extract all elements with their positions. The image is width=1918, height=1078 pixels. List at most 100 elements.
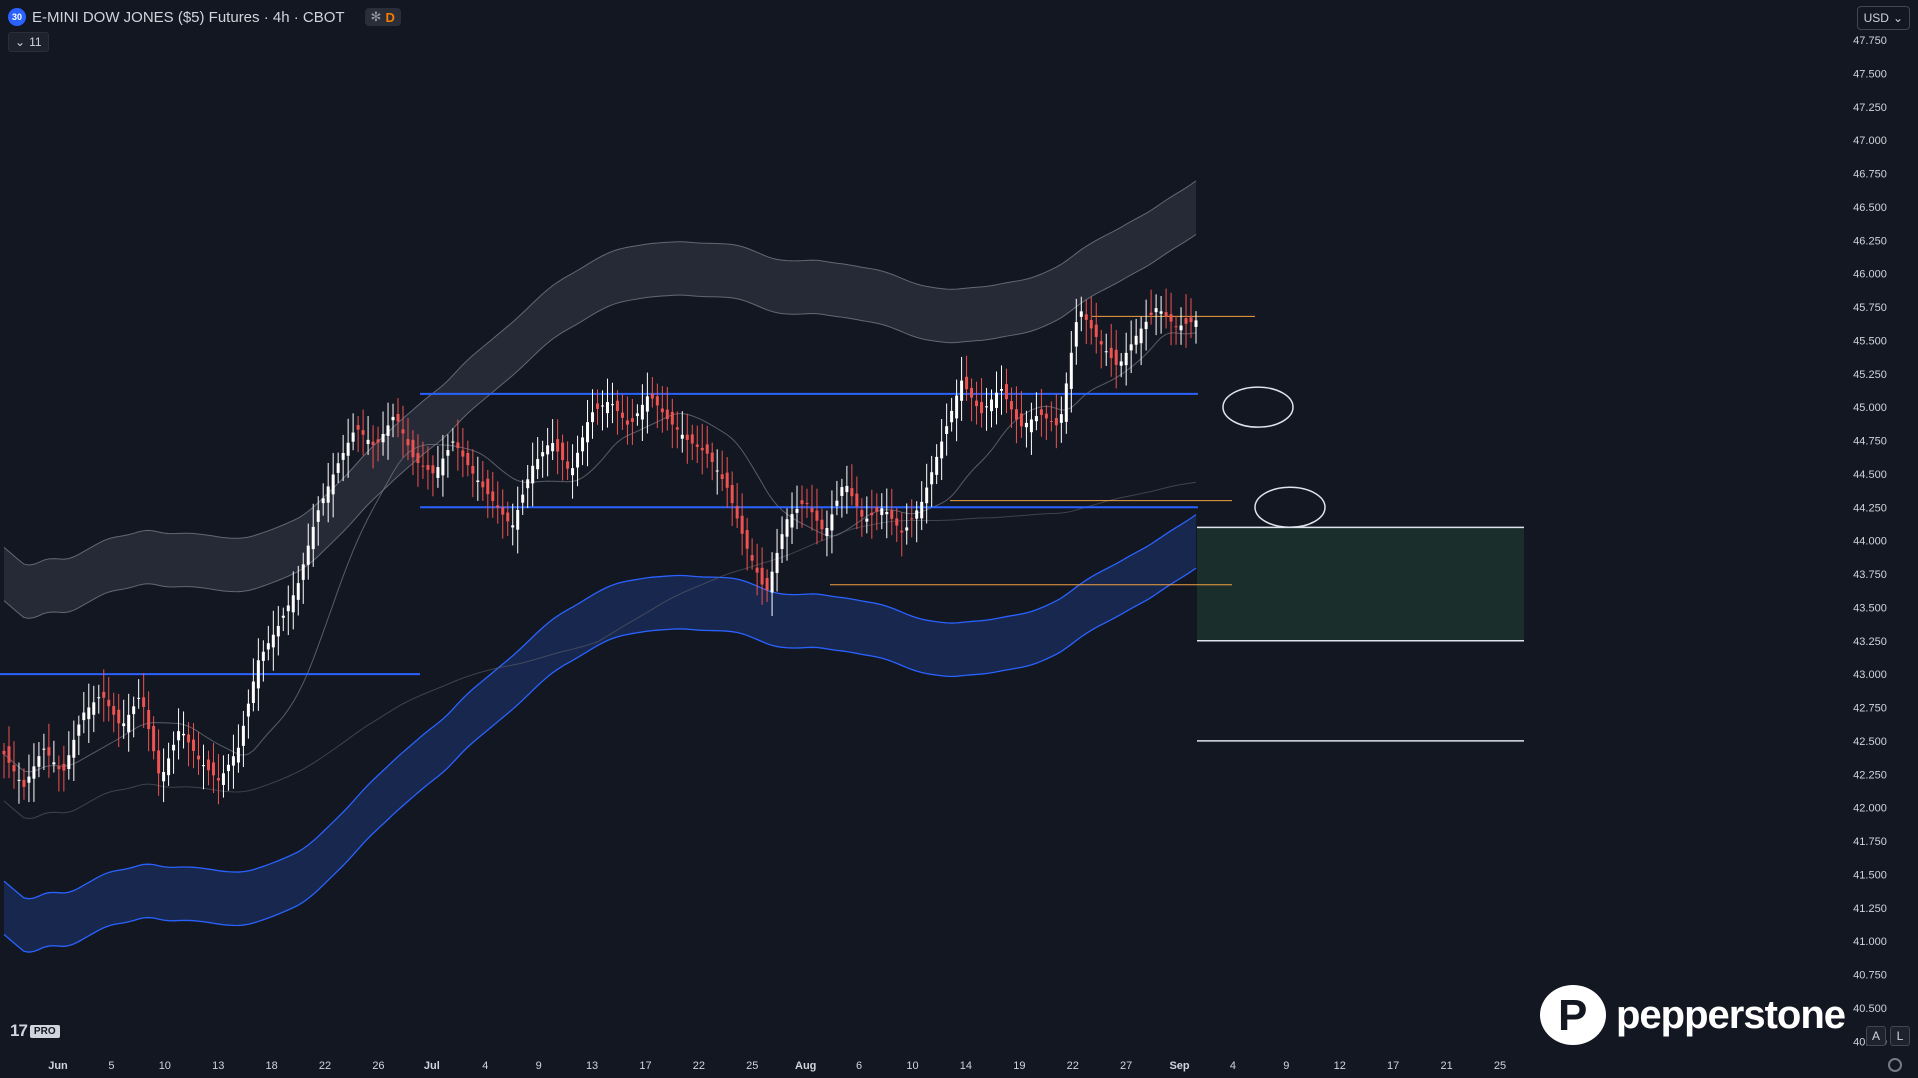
- candle-body: [236, 747, 240, 763]
- candle-body: [1134, 335, 1138, 345]
- candle-body: [356, 425, 360, 430]
- candle-body: [271, 634, 275, 648]
- candle-body: [516, 509, 520, 530]
- x-tick-label: 22: [693, 1060, 705, 1072]
- candle-body: [351, 432, 355, 442]
- market-status-pill[interactable]: ✻ D: [364, 8, 401, 26]
- candle-body: [47, 747, 51, 756]
- candle-body: [1154, 308, 1158, 313]
- candle-body: [426, 465, 430, 470]
- candle-body: [206, 759, 210, 771]
- candle-body: [955, 395, 959, 419]
- auto-scale-button[interactable]: A: [1866, 1026, 1886, 1046]
- tv-logo-mark: 17: [10, 1021, 28, 1040]
- candle-body: [82, 712, 86, 721]
- candle-body: [331, 474, 335, 495]
- x-tick-label: 4: [482, 1060, 488, 1072]
- candle-body: [940, 441, 944, 459]
- candle-body: [446, 450, 450, 456]
- candle-body: [875, 507, 879, 512]
- candle-body: [92, 702, 96, 715]
- x-tick-label: 13: [212, 1060, 224, 1072]
- candle-body: [152, 726, 156, 752]
- ma-slow-line: [3, 481, 1197, 820]
- y-tick-label: 41.500: [1853, 869, 1887, 881]
- candle-body: [1039, 409, 1043, 416]
- y-tick-label: 42.250: [1853, 769, 1887, 781]
- candle-body: [855, 493, 859, 507]
- candle-body: [341, 453, 345, 460]
- candle-body: [670, 411, 674, 425]
- y-tick-label: 43.250: [1853, 636, 1887, 648]
- symbol-title[interactable]: E-MINI DOW JONES ($5) Futures · 4h · CBO…: [32, 8, 345, 26]
- delayed-data-badge: D: [385, 9, 395, 25]
- candle-body: [346, 442, 350, 456]
- candle-body: [610, 404, 614, 406]
- candle-body: [1019, 413, 1023, 427]
- candle-body: [1174, 326, 1178, 328]
- candle-body: [915, 510, 919, 519]
- candle-body: [665, 409, 669, 420]
- candle-body: [97, 697, 101, 699]
- candle-body: [900, 530, 904, 533]
- candle-body: [765, 577, 769, 591]
- candle-body: [630, 418, 634, 422]
- candle-body: [506, 512, 510, 522]
- pepperstone-logo-icon: [1540, 985, 1606, 1045]
- y-tick-label: 44.250: [1853, 502, 1887, 514]
- candle-body: [695, 444, 699, 447]
- candle-body: [825, 527, 829, 537]
- candle-body: [301, 564, 305, 580]
- candle-body: [810, 508, 814, 513]
- candle-body: [1069, 352, 1073, 389]
- candle-body: [246, 703, 250, 717]
- candle-body: [910, 518, 914, 520]
- ma-fast-line: [3, 332, 1197, 773]
- gear-icon[interactable]: [1888, 1058, 1902, 1072]
- candle-body: [586, 422, 590, 443]
- indicators-toggle[interactable]: ⌄ 11: [8, 32, 49, 52]
- candle-body: [521, 494, 525, 503]
- x-tick-label: 25: [1494, 1060, 1506, 1072]
- candle-body: [491, 491, 495, 501]
- candle-body: [760, 567, 764, 585]
- log-scale-button[interactable]: L: [1890, 1026, 1910, 1046]
- candle-body: [840, 487, 844, 496]
- candle-body: [980, 402, 984, 414]
- candle-body: [471, 465, 475, 474]
- candle-body: [1089, 320, 1093, 329]
- candle-body: [401, 429, 405, 434]
- snowflake-icon: ✻: [370, 9, 382, 24]
- candle-body: [1164, 312, 1168, 317]
- candle-body: [785, 519, 789, 537]
- candle-body: [850, 488, 854, 497]
- candle-body: [730, 485, 734, 504]
- candle-body: [526, 479, 530, 489]
- candle-body: [925, 487, 929, 504]
- y-tick-label: 41.000: [1853, 936, 1887, 948]
- x-tick-label: Jun: [48, 1060, 68, 1072]
- candle-body: [7, 746, 11, 763]
- x-tick-label: 17: [639, 1060, 651, 1072]
- candle-body: [1014, 409, 1018, 420]
- candle-body: [142, 697, 146, 707]
- upper-envelope-top-line: [3, 180, 1197, 566]
- candle-body: [127, 714, 131, 733]
- candle-body: [466, 452, 470, 466]
- candle-body: [1129, 344, 1133, 351]
- y-tick-label: 44.750: [1853, 436, 1887, 448]
- candle-body: [950, 410, 954, 423]
- x-tick-label: Sep: [1169, 1060, 1189, 1072]
- symbol-header[interactable]: 30 E-MINI DOW JONES ($5) Futures · 4h · …: [8, 6, 401, 28]
- candle-body: [600, 405, 604, 407]
- candle-body: [216, 778, 220, 781]
- tradingview-logo[interactable]: 17 PRO: [10, 1021, 60, 1041]
- currency-selector[interactable]: USD ⌄: [1856, 6, 1910, 30]
- candle-body: [311, 526, 315, 550]
- candle-body: [296, 583, 300, 600]
- candle-body: [645, 396, 649, 412]
- candle-body: [1059, 414, 1063, 423]
- candle-body: [1079, 311, 1083, 317]
